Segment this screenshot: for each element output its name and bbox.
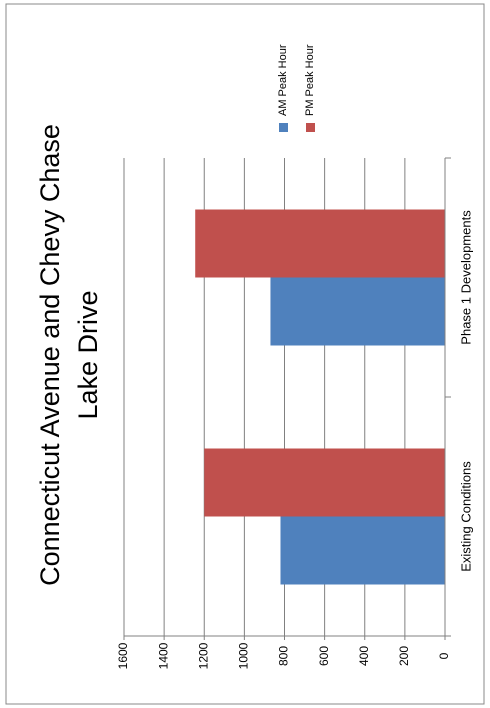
bar-pm-peak-hour xyxy=(204,448,445,517)
chart-border xyxy=(5,3,485,705)
bar-am-peak-hour xyxy=(280,516,445,585)
tick-label: 0 xyxy=(437,652,451,659)
axes: 0 200 400 600 800 1000 1200 1400 1600 Existing Co… xyxy=(116,157,473,669)
bar-am-peak-hour xyxy=(270,277,445,346)
chart-title: Connecticut Avenue and Chevy Chase Lake D… xyxy=(35,124,103,586)
legend-swatch xyxy=(279,123,288,132)
bars xyxy=(195,209,445,585)
bar-pm-peak-hour xyxy=(195,209,445,278)
legend-label: AM Peak Hour xyxy=(277,44,289,116)
category-label: Existing Conditions xyxy=(458,461,473,572)
legend-swatch xyxy=(306,123,315,132)
category-label: Phase 1 Developments xyxy=(458,210,473,345)
tick-label: 1400 xyxy=(156,642,170,669)
tick-label: 1200 xyxy=(196,642,210,669)
tick-label: 400 xyxy=(357,646,371,666)
tick-label: 1600 xyxy=(116,642,130,669)
tick-label: 200 xyxy=(397,646,411,666)
legend: AM Peak Hour PM Peak Hour xyxy=(277,44,316,132)
tick-label: 800 xyxy=(277,646,291,666)
tick-label: 600 xyxy=(317,646,331,666)
legend-label: PM Peak Hour xyxy=(304,44,316,116)
chart-title-line: Lake Drive xyxy=(73,290,103,419)
tick-label: 1000 xyxy=(237,642,251,669)
chart-title-line: Connecticut Avenue and Chevy Chase xyxy=(35,124,65,586)
